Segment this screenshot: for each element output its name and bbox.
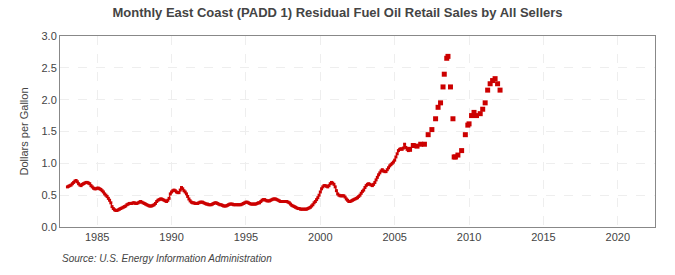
svg-text:2000: 2000	[308, 231, 332, 243]
svg-text:2010: 2010	[457, 231, 481, 243]
svg-text:2.5: 2.5	[42, 62, 57, 74]
svg-text:3.0: 3.0	[42, 30, 57, 42]
svg-text:1990: 1990	[159, 231, 183, 243]
svg-text:1.0: 1.0	[42, 157, 57, 169]
svg-text:1.5: 1.5	[42, 125, 57, 137]
svg-text:1995: 1995	[234, 231, 258, 243]
svg-text:2.0: 2.0	[42, 94, 57, 106]
svg-text:2020: 2020	[606, 231, 630, 243]
svg-text:Source: U.S. Energy Informatio: Source: U.S. Energy Information Administ…	[62, 253, 272, 264]
svg-text:0.0: 0.0	[42, 221, 57, 233]
svg-text:Monthly East Coast (PADD 1) Re: Monthly East Coast (PADD 1) Residual Fue…	[112, 5, 562, 20]
svg-text:0.5: 0.5	[42, 189, 57, 201]
svg-text:2005: 2005	[382, 231, 406, 243]
svg-text:1985: 1985	[85, 231, 109, 243]
svg-text:Dollars per Gallon: Dollars per Gallon	[18, 87, 30, 175]
svg-text:2015: 2015	[531, 231, 555, 243]
